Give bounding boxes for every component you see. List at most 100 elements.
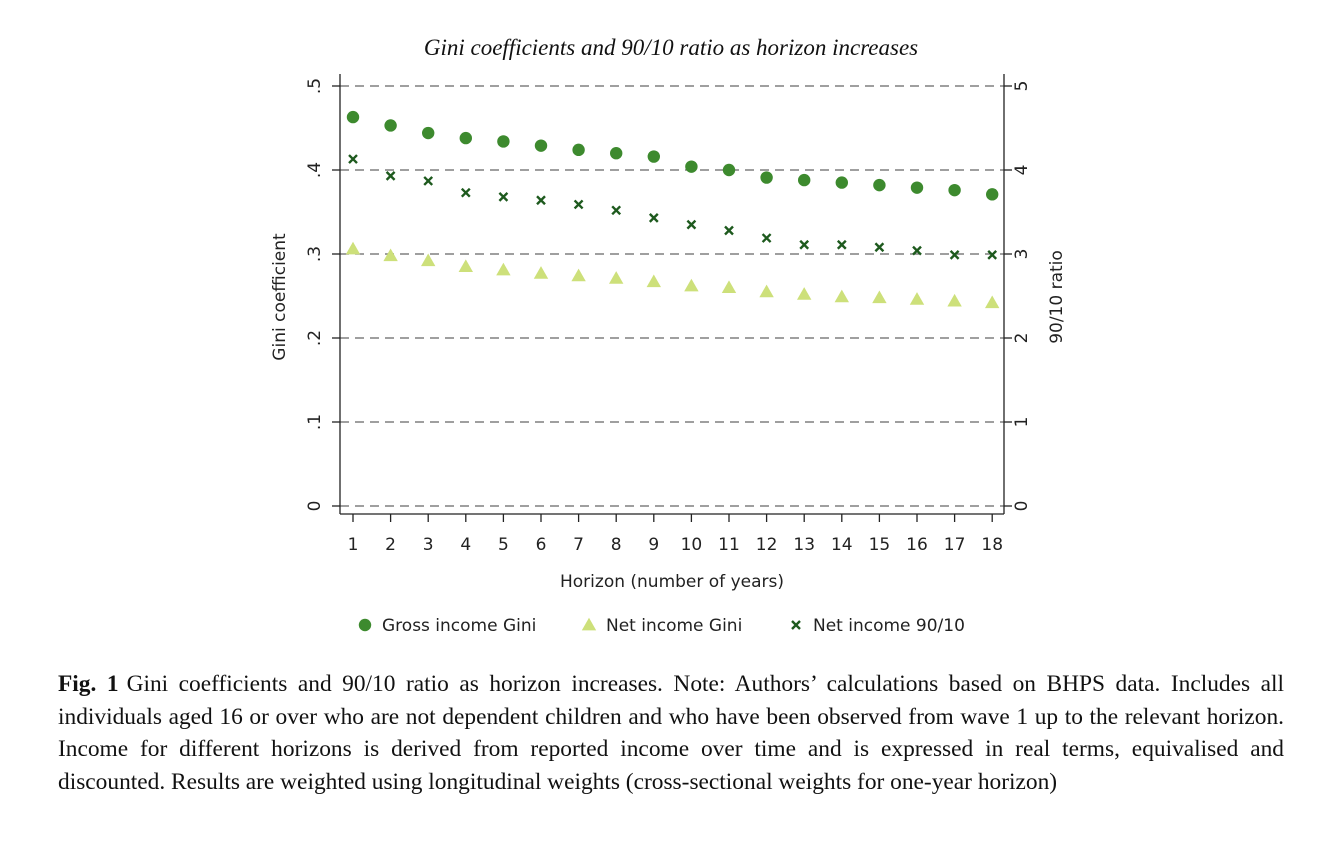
net-gini-point [985, 295, 1000, 309]
gross-gini-point [873, 178, 886, 192]
gross-gini-point [459, 131, 472, 145]
y2-axis-title: 90/10 ratio [1047, 250, 1067, 344]
x-axis-title: Horizon (number of years) [560, 572, 784, 592]
x-tick-label: 13 [793, 535, 815, 555]
gross-gini-point [384, 119, 397, 132]
x-tick-label: 2 [385, 535, 396, 555]
x-tick-label: 4 [460, 535, 471, 555]
net-9010-point [874, 242, 885, 253]
x-tick-label: 9 [648, 535, 659, 555]
net-9010-point [799, 239, 810, 250]
y2-tick-label: 0 [1012, 501, 1032, 512]
y-tick-label: 0 [305, 501, 325, 512]
figure-caption-text: Gini coefficients and 90/10 ratio as hor… [58, 671, 1284, 795]
net-9010-point [724, 225, 734, 236]
y2-tick-label: 5 [1012, 81, 1032, 92]
net-9010-point [987, 249, 998, 260]
x-tick-label: 15 [869, 535, 891, 555]
net-9010-point [536, 195, 546, 206]
x-tick-label: 14 [831, 535, 853, 555]
y2-tick-label: 1 [1012, 417, 1032, 428]
x-tick-label: 5 [498, 535, 509, 555]
gross-gini-point [647, 150, 660, 163]
net-gini-point [872, 290, 887, 304]
x-tick-label: 10 [681, 535, 703, 555]
net-9010-point [423, 176, 434, 186]
net-gini-point [458, 259, 473, 272]
figure-caption: Fig. 1 Gini coefficients and 90/10 ratio … [58, 668, 1284, 798]
chart: Gini coefficients and 90/10 ratio as hor… [270, 35, 1067, 636]
gross-gini-point [572, 143, 585, 157]
y2-tick-label: 2 [1012, 333, 1032, 344]
gross-gini-point [948, 183, 961, 197]
gross-gini-point [685, 160, 698, 173]
net-9010-point [611, 205, 622, 216]
x-tick-label: 17 [944, 535, 966, 555]
gross-gini-point [722, 163, 736, 177]
gross-gini-point [346, 110, 360, 124]
gross-gini-point [986, 188, 999, 201]
net-gini-point [609, 271, 624, 284]
net-gini-point [646, 274, 661, 288]
net-9010-point [836, 239, 847, 250]
legend-label: Net income 90/10 [813, 616, 965, 636]
gross-gini-point [610, 147, 623, 160]
y-tick-label: .3 [305, 246, 325, 262]
net-9010-point [761, 233, 772, 243]
x-tick-label: 6 [536, 535, 547, 555]
net-9010-point [573, 199, 584, 210]
legend-label: Gross income Gini [382, 616, 536, 636]
net-9010-point [648, 213, 659, 223]
gross-gini-point [798, 173, 811, 187]
y-tick-label: .5 [305, 78, 325, 94]
net-gini-point [684, 278, 699, 292]
net-gini-point [496, 262, 511, 276]
gross-gini-point [497, 135, 510, 148]
y2-tick-label: 3 [1012, 249, 1032, 260]
net-gini-point [947, 293, 962, 307]
gross-gini-point [422, 126, 435, 140]
gross-gini-point [534, 139, 548, 152]
y-tick-label: .1 [305, 414, 325, 430]
y-tick-label: .2 [305, 330, 325, 346]
net-9010-point [385, 171, 396, 181]
x-tick-label: 16 [906, 535, 928, 555]
gross-gini-point [910, 181, 924, 194]
net-gini-point [721, 280, 737, 293]
net-gini-point [759, 284, 774, 298]
legend-label: Net income Gini [606, 616, 742, 636]
net-gini-point [421, 253, 436, 267]
axes [332, 74, 1012, 522]
net-9010-point [460, 187, 471, 198]
data-points [345, 110, 1000, 309]
net-gini-point [797, 287, 812, 300]
x-tick-label: 12 [756, 535, 778, 555]
net-gini-point [383, 248, 398, 262]
x-tick-label: 18 [981, 535, 1003, 555]
x-tick-label: 3 [423, 535, 434, 555]
net-9010-point [348, 154, 358, 164]
legend-marker [358, 618, 372, 632]
y-tick-label: .4 [305, 162, 325, 178]
net-gini-point [834, 289, 849, 303]
net-9010-point [949, 249, 960, 260]
gridlines [340, 85, 1004, 507]
chart-title: Gini coefficients and 90/10 ratio as hor… [424, 35, 918, 60]
legend: Gross income Gini Net income Gini Net inco… [358, 616, 965, 636]
gross-gini-point [760, 171, 773, 184]
net-gini-point [533, 266, 549, 279]
figure-label: Fig. 1 [58, 671, 119, 697]
net-gini-point [909, 292, 925, 305]
x-tick-label: 7 [573, 535, 584, 555]
x-tick-label: 1 [348, 535, 359, 555]
y-axis-title: Gini coefficient [270, 233, 290, 361]
x-tick-label: 8 [611, 535, 622, 555]
y2-tick-label: 4 [1012, 165, 1032, 176]
net-gini-point [345, 241, 361, 255]
legend-marker [581, 617, 597, 631]
net-gini-point [571, 268, 586, 282]
net-9010-point [498, 192, 509, 202]
net-9010-point [912, 245, 922, 256]
net-9010-point [686, 219, 697, 230]
